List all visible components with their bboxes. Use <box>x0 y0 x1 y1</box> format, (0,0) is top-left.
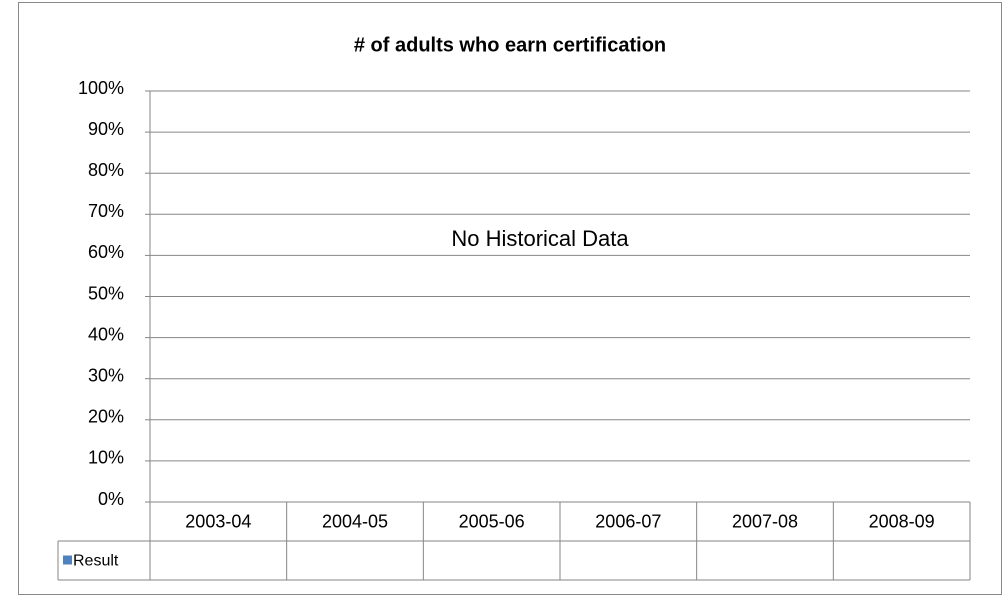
y-tick-label: 80% <box>88 160 124 180</box>
y-tick-label: 100% <box>78 78 124 98</box>
y-tick-label: 0% <box>98 489 124 509</box>
y-tick-label: 10% <box>88 448 124 468</box>
y-tick-label: 70% <box>88 201 124 221</box>
x-tick-label: 2003-04 <box>185 511 251 531</box>
y-tick-label: 20% <box>88 407 124 427</box>
x-tick-label: 2004-05 <box>322 511 388 531</box>
y-tick-label: 30% <box>88 365 124 385</box>
y-tick-label: 40% <box>88 324 124 344</box>
chart-frame <box>18 2 1002 595</box>
chart-title: # of adults who earn certification <box>354 34 666 56</box>
y-tick-label: 50% <box>88 283 124 303</box>
x-tick-label: 2008-09 <box>869 511 935 531</box>
x-tick-label: 2006-07 <box>595 511 661 531</box>
x-tick-label: 2005-06 <box>459 511 525 531</box>
annotation: No Historical Data <box>451 226 629 251</box>
legend-label: Result <box>73 553 119 570</box>
y-tick-label: 90% <box>88 119 124 139</box>
y-tick-label: 60% <box>88 242 124 262</box>
legend-swatch <box>63 555 72 565</box>
x-tick-label: 2007-08 <box>732 511 798 531</box>
